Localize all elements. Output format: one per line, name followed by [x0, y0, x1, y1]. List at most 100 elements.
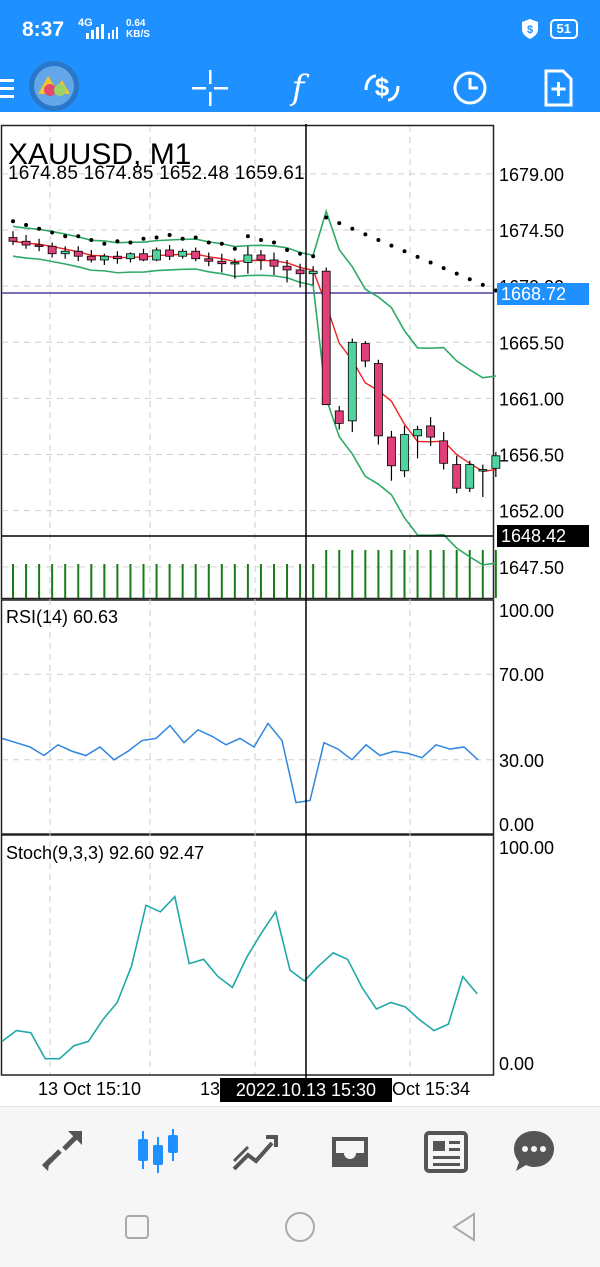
candle-bull	[178, 250, 188, 257]
ohlc-readout: 1674.85 1674.85 1652.48 1659.61	[8, 163, 305, 185]
crosshair-icon[interactable]	[190, 68, 230, 108]
price-tick-label: 1674.50	[499, 221, 564, 241]
sar-dot	[50, 230, 55, 235]
sar-dot	[311, 254, 316, 259]
sar-dot	[154, 235, 159, 240]
sar-dot	[363, 232, 368, 237]
crosshair-time-label: 2022.10.13 15:30	[220, 1078, 392, 1102]
candle-bear	[387, 436, 396, 467]
bottom-nav	[0, 1106, 600, 1185]
chart-area[interactable]: 1679.001674.501670.001665.501661.001656.…	[0, 124, 600, 1104]
parabolic-sar	[11, 215, 498, 293]
network-type: 4G	[78, 17, 93, 29]
back-icon[interactable]	[450, 1212, 478, 1242]
candle-bear	[139, 253, 148, 261]
chart-canvas[interactable]: 1679.001674.501670.001665.501661.001656.…	[0, 124, 600, 1104]
new-document-icon[interactable]	[538, 68, 578, 108]
menu-icon[interactable]	[0, 68, 20, 108]
price-tick-label: 1647.50	[499, 558, 564, 578]
candle-bear	[113, 255, 122, 260]
net-speed: 0.64 KB/S	[126, 18, 150, 40]
time-tick-label: Oct 15:34	[392, 1079, 470, 1099]
candle-bear	[439, 440, 449, 464]
home-icon[interactable]	[284, 1211, 316, 1243]
sar-dot	[428, 260, 433, 265]
ma-line	[12, 240, 496, 473]
indicators-button[interactable]: f	[278, 68, 318, 108]
volume-bars	[12, 550, 497, 598]
sar-dot	[141, 236, 146, 241]
lower-band	[12, 255, 496, 566]
candle-bear	[282, 265, 292, 271]
sar-dot	[180, 236, 185, 241]
price-tick-label: 1679.00	[499, 165, 564, 185]
candle-bear	[452, 464, 462, 489]
candle-bear	[73, 250, 83, 257]
candle-bear	[21, 240, 31, 246]
sar-dot	[493, 288, 498, 293]
ohlc-high: 1674.85	[83, 163, 154, 184]
candle-bear	[295, 269, 305, 275]
candle-bear	[165, 249, 175, 257]
candle-bull	[243, 254, 253, 263]
candles	[8, 231, 501, 497]
candle-bull	[126, 253, 135, 260]
sar-dot	[24, 223, 29, 228]
ohlc-open: 1674.85	[8, 163, 79, 184]
news-icon[interactable]	[422, 1127, 470, 1175]
history-icon[interactable]	[326, 1127, 374, 1175]
sar-dot	[415, 254, 420, 259]
candle-bear	[334, 410, 344, 424]
candle-bear	[217, 260, 227, 265]
chart-icon[interactable]	[134, 1127, 182, 1175]
history-icon[interactable]	[450, 68, 490, 108]
price-tick-label: 1665.50	[499, 333, 564, 353]
stoch-tick-label: 0.00	[499, 1054, 534, 1074]
sar-dot	[467, 277, 472, 282]
trade-icon[interactable]: $	[362, 68, 402, 108]
sar-dot	[219, 241, 224, 246]
sar-dot	[37, 226, 42, 231]
trade-icon[interactable]	[230, 1127, 278, 1175]
rsi-series	[1, 722, 479, 804]
sar-dot	[206, 240, 211, 245]
candle-bull	[230, 262, 240, 265]
time-tick-label: 13 Oct 15:10	[38, 1079, 141, 1099]
candle-bear	[373, 363, 383, 437]
sar-dot	[167, 233, 172, 238]
recents-icon[interactable]	[124, 1214, 150, 1240]
rsi-tick-label: 70.00	[499, 665, 544, 685]
time-tick-label: 13	[200, 1079, 220, 1099]
status-right: $ 51	[520, 18, 578, 40]
sar-dot	[89, 238, 94, 243]
stoch-tick-label: 100.00	[499, 838, 554, 858]
svg-text:$: $	[375, 72, 390, 102]
rsi-tick-label: 100.00	[499, 601, 554, 621]
sar-dot	[298, 251, 303, 256]
price-tick-label: 1661.00	[499, 389, 564, 409]
chat-icon[interactable]	[510, 1127, 558, 1175]
sar-dot	[337, 221, 342, 226]
candle-bear	[256, 254, 266, 261]
sar-dot	[232, 246, 237, 251]
metatrader-logo[interactable]	[28, 60, 80, 112]
net-speed-value: 0.64	[126, 18, 146, 29]
ohlc-low: 1652.48	[159, 163, 230, 184]
candle-bear	[191, 250, 201, 260]
sar-dot	[128, 240, 133, 245]
sar-dot	[272, 240, 276, 245]
candle-bear	[8, 237, 18, 242]
candle-bull	[152, 249, 161, 261]
stoch-panel-frame	[0, 834, 495, 1076]
candle-bull	[413, 429, 422, 437]
quotes-icon[interactable]	[38, 1127, 86, 1175]
price-tick-label: 1652.00	[499, 502, 564, 522]
candle-bear	[86, 255, 96, 261]
candle-bear	[321, 270, 331, 406]
app-toolbar: f $	[0, 60, 600, 112]
candle-bull	[491, 455, 501, 469]
status-time: 8:37	[22, 18, 65, 41]
sar-dot	[389, 243, 394, 248]
candle-bear	[269, 259, 279, 267]
sar-dot	[480, 282, 485, 287]
